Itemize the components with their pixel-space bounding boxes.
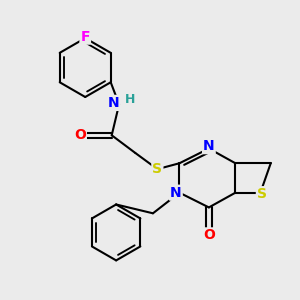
Text: N: N: [170, 186, 182, 200]
Text: S: S: [257, 187, 267, 201]
Text: F: F: [80, 30, 90, 44]
Text: O: O: [203, 228, 215, 242]
Text: N: N: [108, 96, 120, 110]
Text: O: O: [74, 128, 86, 142]
Text: H: H: [125, 93, 136, 106]
Text: N: N: [203, 139, 215, 153]
Text: S: S: [152, 162, 162, 176]
